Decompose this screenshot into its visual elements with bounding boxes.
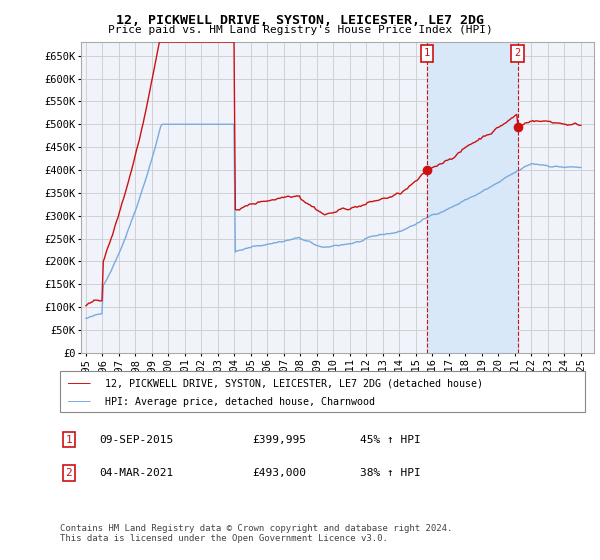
- Text: 09-SEP-2015: 09-SEP-2015: [99, 435, 173, 445]
- Text: 12, PICKWELL DRIVE, SYSTON, LEICESTER, LE7 2DG (detached house): 12, PICKWELL DRIVE, SYSTON, LEICESTER, L…: [105, 379, 483, 389]
- Text: ———: ———: [68, 377, 90, 390]
- Text: 12, PICKWELL DRIVE, SYSTON, LEICESTER, LE7 2DG: 12, PICKWELL DRIVE, SYSTON, LEICESTER, L…: [116, 14, 484, 27]
- Text: 2: 2: [515, 48, 521, 58]
- Text: £399,995: £399,995: [252, 435, 306, 445]
- Text: 45% ↑ HPI: 45% ↑ HPI: [360, 435, 421, 445]
- Text: 1: 1: [424, 48, 430, 58]
- Text: Contains HM Land Registry data © Crown copyright and database right 2024.
This d: Contains HM Land Registry data © Crown c…: [60, 524, 452, 543]
- Text: 04-MAR-2021: 04-MAR-2021: [99, 468, 173, 478]
- Bar: [427, 42, 518, 353]
- Text: ———: ———: [68, 395, 90, 408]
- Text: 38% ↑ HPI: 38% ↑ HPI: [360, 468, 421, 478]
- Text: 1: 1: [65, 435, 73, 445]
- Text: Price paid vs. HM Land Registry's House Price Index (HPI): Price paid vs. HM Land Registry's House …: [107, 25, 493, 35]
- Text: HPI: Average price, detached house, Charnwood: HPI: Average price, detached house, Char…: [105, 396, 375, 407]
- Text: 2: 2: [65, 468, 73, 478]
- Text: £493,000: £493,000: [252, 468, 306, 478]
